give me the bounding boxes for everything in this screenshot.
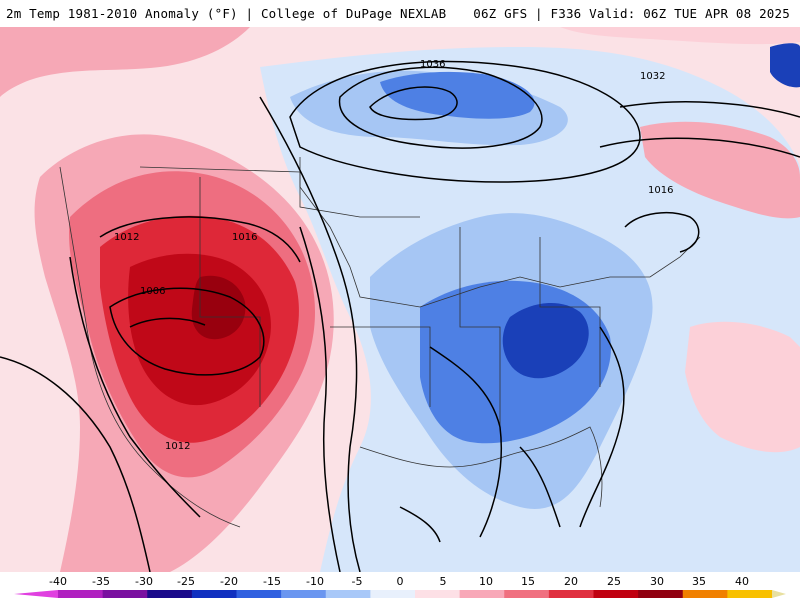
- product-title: 2m Temp 1981-2010 Anomaly (°F) | College…: [6, 6, 447, 21]
- map-header: 2m Temp 1981-2010 Anomaly (°F) | College…: [0, 0, 800, 26]
- colorbar-tick: -20: [220, 575, 238, 588]
- colorbar-tick: 25: [607, 575, 621, 588]
- colorbar-tick: 0: [396, 575, 404, 588]
- colorbar-legend: -40 -35 -30 -25 -20 -15 -10 -5 0 5 10 15…: [0, 572, 800, 600]
- colorbar-swatch: [504, 590, 550, 598]
- colorbar-swatch: [415, 590, 461, 598]
- geographic-outlines: [59, 157, 701, 528]
- colorbar-tick: -5: [351, 575, 363, 588]
- colorbar-tick: -25: [177, 575, 195, 588]
- colorbar-cap-left: [14, 590, 58, 598]
- colorbar-swatch: [459, 590, 505, 598]
- isobars: [0, 60, 800, 572]
- map-canvas: 1036 1032 1016 1012 1016 1006 1012: [0, 27, 800, 572]
- colorbar-swatch: [236, 590, 282, 598]
- colorbar-cap-right: [772, 590, 786, 598]
- colorbar-tick: -35: [92, 575, 110, 588]
- model-valid-time: 06Z GFS | F336 Valid: 06Z TUE APR 08 202…: [473, 6, 790, 21]
- colorbar-tick: 35: [692, 575, 706, 588]
- colorbar-swatch: [58, 590, 104, 598]
- colorbar-swatch: [102, 590, 148, 598]
- colorbar-tick: 40: [735, 575, 749, 588]
- colorbar-swatch: [682, 590, 728, 598]
- colorbar-gradient: [14, 590, 786, 598]
- colorbar-swatch: [638, 590, 684, 598]
- colorbar-swatch: [548, 590, 594, 598]
- anomaly-map: 1036 1032 1016 1012 1016 1006 1012: [0, 27, 800, 572]
- colorbar-tick-labels: -40 -35 -30 -25 -20 -15 -10 -5 0 5 10 15…: [0, 575, 800, 589]
- colorbar-swatch: [281, 590, 327, 598]
- isobar-label-1012-south: 1012: [165, 441, 190, 452]
- warm-anomaly-darkest: [191, 275, 246, 340]
- isobar-label-1036: 1036: [420, 59, 445, 70]
- isobar-label-1016-east: 1016: [648, 185, 673, 196]
- isobar-label-1032: 1032: [640, 71, 665, 82]
- colorbar-swatch: [147, 590, 193, 598]
- colorbar-tick: 20: [564, 575, 578, 588]
- isobar-label-1012-west: 1012: [114, 232, 139, 243]
- colorbar-swatch: [370, 590, 416, 598]
- colorbar-tick: 15: [521, 575, 535, 588]
- colorbar-swatch: [727, 590, 773, 598]
- colorbar-tick: -10: [306, 575, 324, 588]
- colorbar-swatch: [325, 590, 371, 598]
- cold-anomaly-core-north: [770, 43, 800, 88]
- colorbar-swatches: [58, 590, 773, 598]
- colorbar-swatch: [191, 590, 237, 598]
- cold-anomaly-core: [502, 302, 589, 379]
- warm-anomaly-atlantic: [685, 321, 800, 453]
- colorbar-tick: 5: [439, 575, 447, 588]
- warm-anomaly-topleft: [0, 27, 250, 97]
- colorbar-swatch: [593, 590, 639, 598]
- colorbar-tick: -30: [135, 575, 153, 588]
- colorbar-tick: -15: [263, 575, 281, 588]
- colorbar-tick: -40: [49, 575, 67, 588]
- isobar-label-1016-west: 1016: [232, 232, 257, 243]
- warm-anomaly-topright: [560, 27, 800, 45]
- isobar-label-1006: 1006: [140, 286, 165, 297]
- colorbar-tick: 30: [650, 575, 664, 588]
- cold-anomaly-north-strong: [380, 71, 535, 119]
- colorbar-tick: 10: [479, 575, 493, 588]
